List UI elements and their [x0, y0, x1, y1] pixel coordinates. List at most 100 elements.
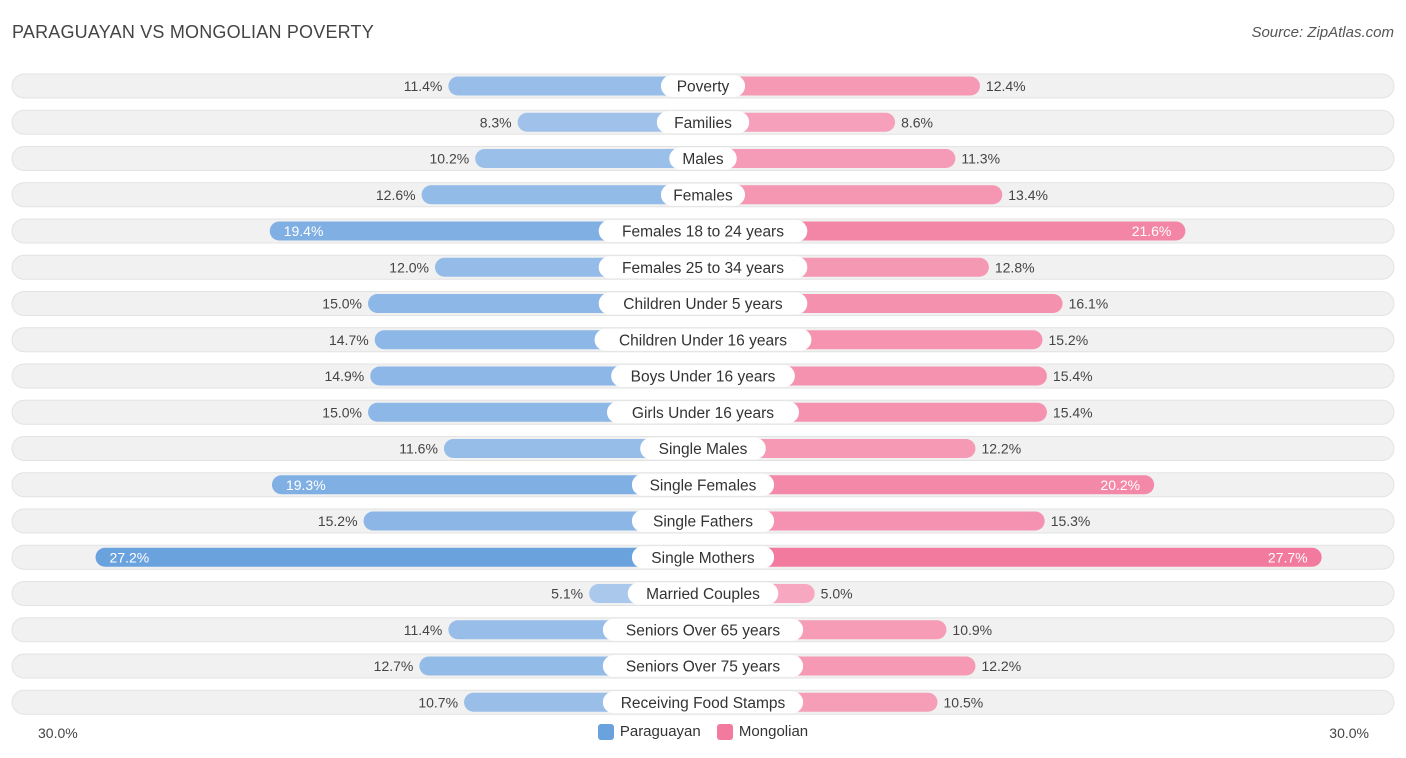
row-males: 10.2% 11.3% Males	[11, 146, 1395, 171]
category-label: Poverty	[677, 79, 730, 96]
value-label-mongolian: 15.3%	[1051, 513, 1091, 529]
row-poverty: 11.4% 12.4% Poverty	[11, 73, 1395, 99]
bar-mongolian	[703, 439, 976, 458]
category-pill	[660, 183, 746, 206]
bar-paraguayan	[448, 76, 703, 96]
category-pill	[598, 256, 808, 279]
category-label: Single Males	[659, 441, 748, 458]
legend-item-mongolian[interactable]: Mongolian	[716, 723, 809, 740]
bar-mongolian	[703, 185, 1003, 205]
category-pill	[602, 655, 804, 677]
value-label-paraguayan: 19.3%	[286, 477, 326, 493]
value-label-paraguayan: 12.7%	[374, 658, 414, 674]
source-credit: Source: ZipAtlas.com	[1251, 24, 1394, 41]
category-pill	[669, 147, 737, 170]
category-label: Boys Under 16 years	[631, 369, 776, 386]
value-label-paraguayan: 10.2%	[429, 151, 469, 167]
bar-mongolian	[703, 76, 980, 96]
category-label: Males	[682, 151, 724, 168]
category-label: Married Couples	[646, 586, 760, 603]
value-label-paraguayan: 11.4%	[404, 622, 443, 638]
row-seniors-over-75-years: 12.7% 12.2% Seniors Over 75 years	[11, 653, 1395, 679]
value-label-paraguayan: 15.2%	[318, 513, 358, 529]
category-label: Receiving Food Stamps	[621, 695, 786, 712]
bar-paraguayan	[269, 221, 703, 241]
value-label-paraguayan: 19.4%	[284, 223, 324, 239]
value-label-mongolian: 27.7%	[1268, 549, 1308, 565]
value-label-mongolian: 12.4%	[986, 78, 1026, 94]
value-label-mongolian: 10.5%	[944, 694, 984, 710]
bar-mongolian	[703, 475, 1155, 495]
row-families: 8.3% 8.6% Families	[11, 109, 1395, 135]
category-pill	[594, 328, 812, 351]
value-label-mongolian: 12.2%	[981, 658, 1021, 674]
legend-swatch-paraguayan	[597, 723, 614, 740]
bar-paraguayan	[443, 439, 703, 458]
category-label: Children Under 16 years	[619, 332, 787, 349]
value-label-paraguayan: 12.0%	[389, 259, 429, 275]
value-label-mongolian: 12.2%	[981, 441, 1021, 457]
row-females-25-to-34-years: 12.0% 12.8% Females 25 to 34 years	[11, 254, 1395, 280]
bar-paraguayan	[363, 511, 703, 531]
value-label-paraguayan: 14.9%	[325, 368, 365, 384]
row-girls-under-16-years: 15.0% 15.4% Girls Under 16 years	[11, 399, 1395, 425]
value-label-mongolian: 12.8%	[995, 259, 1035, 275]
legend-item-paraguayan[interactable]: Paraguayan	[597, 723, 701, 740]
row-females-18-to-24-years: 19.4% 21.6% Females 18 to 24 years	[11, 218, 1395, 244]
value-label-mongolian: 16.1%	[1069, 296, 1109, 312]
legend: Paraguayan Mongolian	[0, 723, 1406, 744]
category-pill	[631, 546, 775, 569]
category-label: Females	[673, 187, 733, 204]
row-seniors-over-65-years: 11.4% 10.9% Seniors Over 65 years	[11, 617, 1395, 643]
category-pill	[640, 437, 766, 460]
category-label: Families	[674, 115, 732, 132]
bar-paraguayan	[271, 475, 703, 495]
bar-paraguayan	[421, 185, 703, 205]
value-label-paraguayan: 15.0%	[322, 404, 362, 420]
legend-label-mongolian: Mongolian	[738, 723, 809, 740]
value-label-mongolian: 20.2%	[1100, 477, 1140, 493]
value-label-paraguayan: 10.7%	[418, 694, 458, 710]
row-single-males: 11.6% 12.2% Single Males	[11, 436, 1395, 461]
value-label-mongolian: 15.4%	[1053, 404, 1093, 420]
row-single-fathers: 15.2% 15.3% Single Fathers	[11, 508, 1395, 534]
category-pill	[631, 510, 775, 532]
axis-right-label: 30.0%	[1329, 725, 1369, 741]
category-pill	[656, 111, 750, 134]
value-label-paraguayan: 5.1%	[551, 586, 583, 602]
category-pill	[602, 618, 804, 641]
value-label-mongolian: 8.6%	[901, 114, 933, 130]
category-label: Girls Under 16 years	[632, 405, 774, 422]
value-label-mongolian: 13.4%	[1008, 187, 1048, 203]
value-label-mongolian: 15.2%	[1048, 332, 1088, 348]
category-label: Seniors Over 75 years	[626, 659, 780, 676]
bar-paraguayan	[517, 112, 703, 132]
category-pill	[598, 292, 808, 315]
category-pill	[602, 691, 804, 714]
legend-label-paraguayan: Paraguayan	[619, 723, 701, 740]
category-pill	[627, 582, 779, 605]
value-label-paraguayan: 27.2%	[110, 549, 150, 565]
category-pill	[631, 473, 775, 496]
row-single-females: 19.3% 20.2% Single Females	[11, 472, 1395, 498]
value-label-mongolian: 11.3%	[961, 151, 1000, 167]
category-label: Single Fathers	[653, 514, 753, 531]
bar-mongolian	[703, 511, 1045, 531]
bar-mongolian	[703, 547, 1322, 567]
value-label-paraguayan: 11.6%	[399, 441, 438, 457]
category-pill	[611, 365, 795, 387]
bar-mongolian	[703, 112, 896, 132]
value-label-paraguayan: 14.7%	[329, 332, 369, 348]
category-label: Seniors Over 65 years	[626, 622, 780, 639]
category-label: Single Mothers	[651, 550, 755, 567]
category-label: Females 25 to 34 years	[622, 260, 784, 277]
chart-title: PARAGUAYAN VS MONGOLIAN POVERTY	[12, 22, 374, 42]
category-label: Children Under 5 years	[623, 296, 783, 313]
value-label-mongolian: 21.6%	[1132, 223, 1172, 239]
category-pill	[660, 75, 746, 97]
category-label: Females 18 to 24 years	[622, 224, 784, 241]
value-label-paraguayan: 11.4%	[404, 78, 443, 94]
row-married-couples: 5.1% 5.0% Married Couples	[11, 581, 1395, 606]
category-pill	[607, 401, 799, 424]
